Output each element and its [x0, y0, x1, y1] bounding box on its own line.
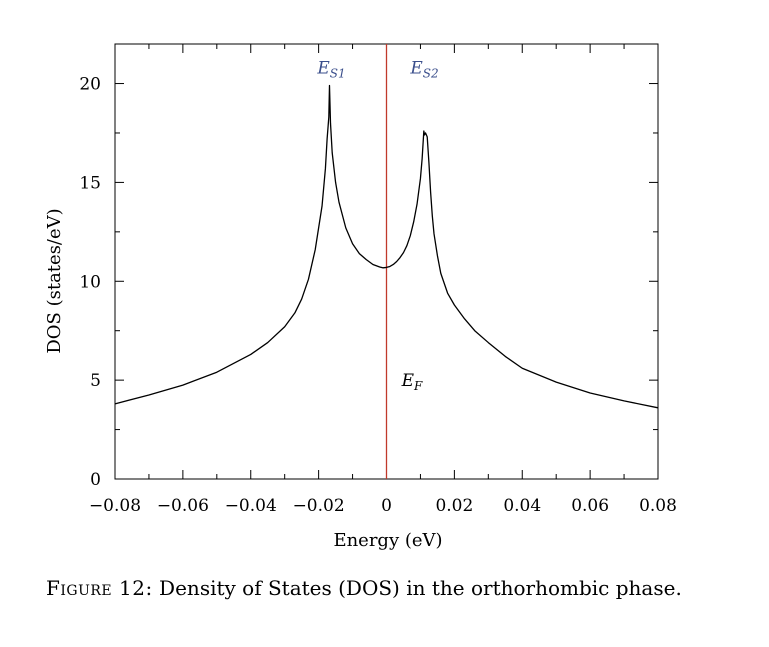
annotation-base: E: [401, 371, 415, 391]
y-axis-label: DOS (states/eV): [44, 208, 65, 353]
annotation-e-s1: ES1: [316, 59, 345, 81]
x-tick-label: −0.02: [293, 496, 345, 516]
x-tick-label: 0.04: [503, 496, 541, 516]
annotation-e-f: EF: [401, 371, 423, 393]
annotation-subscript: F: [413, 379, 423, 393]
x-tick-label: −0.06: [157, 496, 209, 516]
x-tick-label: −0.04: [225, 496, 277, 516]
x-axis-label: Energy (eV): [333, 530, 442, 551]
y-tick-label: 5: [90, 371, 101, 391]
x-tick-label: −0.08: [89, 496, 141, 516]
dos-curve: [114, 84, 659, 409]
caption-figure-label: Figure 12:: [46, 576, 153, 600]
y-tick-label: 10: [79, 272, 101, 292]
annotation-subscript: S1: [330, 67, 346, 81]
x-tick-label: 0.02: [435, 496, 473, 516]
annotation-subscript: S2: [423, 67, 439, 81]
x-tick-label: 0.08: [639, 496, 677, 516]
y-tick-label: 20: [79, 75, 101, 95]
annotation-e-s2: ES2: [409, 59, 438, 81]
annotation-base: E: [316, 59, 330, 79]
y-tick-label: 0: [90, 470, 101, 490]
x-tick-label: 0.06: [571, 496, 609, 516]
caption-text: Density of States (DOS) in the orthorhom…: [152, 576, 682, 600]
figure-caption: Figure 12: Density of States (DOS) in th…: [46, 576, 746, 600]
annotation-base: E: [409, 59, 423, 79]
y-tick-label: 15: [79, 173, 101, 193]
dos-chart: −0.08 −0.06 −0.04 −0.02 0 0.02 0.04 0.06 0.08 0 5 1…: [44, 43, 677, 551]
x-tick-label: 0: [381, 496, 392, 516]
